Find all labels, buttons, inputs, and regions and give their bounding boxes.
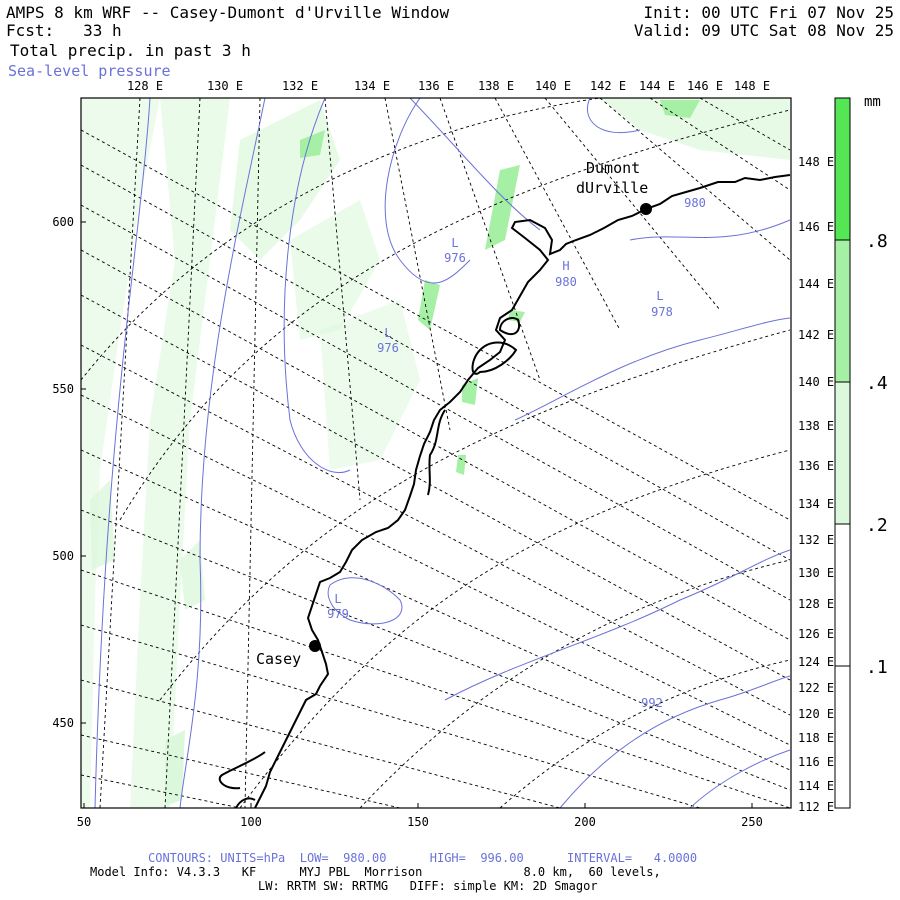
forecast-hour: Fcst: 33 h xyxy=(6,22,122,40)
right-lon-label: 132 E xyxy=(798,533,834,547)
top-lon-label: 146 E xyxy=(687,79,723,93)
pressure-value: 980 xyxy=(684,196,706,210)
pressure-value: 976 xyxy=(444,251,466,265)
y-tick-label: 500 xyxy=(52,549,74,563)
right-lon-label: 118 E xyxy=(798,731,834,745)
x-tick-label: 150 xyxy=(407,815,429,829)
right-lon-label: 128 E xyxy=(798,597,834,611)
map-title: AMPS 8 km WRF -- Casey-Dumont d'Urville … xyxy=(6,3,450,22)
right-lon-label: 114 E xyxy=(798,779,834,793)
pressure-symbol: H xyxy=(562,259,569,273)
pressure-value: 979 xyxy=(327,607,349,621)
pressure-value: 976 xyxy=(377,341,399,355)
casey-marker[interactable] xyxy=(309,640,321,652)
field-slp-label: Sea-level pressure xyxy=(8,62,171,80)
top-longitude-axis: 128 E 130 E 132 E 134 E 136 E 138 E 140 … xyxy=(127,79,770,93)
top-lon-label: 138 E xyxy=(478,79,514,93)
x-tick-label: 100 xyxy=(240,815,262,829)
pressure-symbol: L xyxy=(656,289,663,303)
colorbar-band-mid xyxy=(835,240,850,382)
right-longitude-axis: 148 E 146 E 144 E 142 E 140 E 138 E 136 … xyxy=(798,155,834,814)
right-lon-label: 140 E xyxy=(798,375,834,389)
y-tick-label: 450 xyxy=(52,716,74,730)
colorbar-label: .4 xyxy=(866,373,888,394)
x-tick-label: 200 xyxy=(574,815,596,829)
physics-info: LW: RRTM SW: RRTMG DIFF: simple KM: 2D S… xyxy=(258,879,598,893)
top-lon-label: 142 E xyxy=(590,79,626,93)
casey-label: Casey xyxy=(256,650,301,668)
right-lon-label: 148 E xyxy=(798,155,834,169)
top-lon-label: 136 E xyxy=(418,79,454,93)
top-lon-label: 134 E xyxy=(354,79,390,93)
pressure-value: 992 xyxy=(641,696,663,710)
colorbar-band-high xyxy=(835,98,850,240)
top-lon-label: 132 E xyxy=(282,79,318,93)
forecast-label: Fcst: xyxy=(6,21,55,40)
top-lon-label: 128 E xyxy=(127,79,163,93)
right-lon-label: 120 E xyxy=(798,707,834,721)
right-lon-label: 138 E xyxy=(798,419,834,433)
pressure-symbol: L xyxy=(334,592,341,606)
coastline xyxy=(218,174,791,808)
field-precip-label: Total precip. in past 3 h xyxy=(10,41,251,60)
durville-label: dUrville xyxy=(576,179,648,197)
right-lon-label: 130 E xyxy=(798,566,834,580)
right-lon-label: 126 E xyxy=(798,627,834,641)
right-lon-label: 144 E xyxy=(798,277,834,291)
init-time: Init: 00 UTC Fri 07 Nov 25 xyxy=(643,3,894,22)
contour-info: CONTOURS: UNITS=hPa LOW= 980.00 HIGH= 99… xyxy=(148,851,698,865)
top-lon-label: 148 E xyxy=(734,79,770,93)
colorbar-label: .1 xyxy=(866,657,888,678)
colorbar-label: .8 xyxy=(866,231,888,252)
colorbar-band-min xyxy=(835,524,850,666)
colorbar-band-none xyxy=(835,666,850,808)
right-lon-label: 124 E xyxy=(798,655,834,669)
model-info: Model Info: V4.3.3 KF MYJ PBL Morrison 8… xyxy=(90,865,661,879)
valid-time: Valid: 09 UTC Sat 08 Nov 25 xyxy=(633,21,894,40)
y-tick-label: 550 xyxy=(52,382,74,396)
dumont-durville-marker[interactable] xyxy=(640,203,652,215)
forecast-value: 33 h xyxy=(83,21,122,40)
right-lon-label: 116 E xyxy=(798,755,834,769)
x-tick-label: 50 xyxy=(77,815,91,829)
precip-colorbar: mm .8 .4 .2 .1 xyxy=(834,94,888,809)
right-lon-label: 142 E xyxy=(798,328,834,342)
colorbar-band-low xyxy=(835,382,850,524)
map-border xyxy=(80,97,792,809)
y-tick-label: 600 xyxy=(52,215,74,229)
right-lon-label: 112 E xyxy=(798,800,834,814)
colorbar-label: .2 xyxy=(866,515,888,536)
top-lon-label: 140 E xyxy=(535,79,571,93)
graticule xyxy=(81,98,791,808)
right-lon-label: 146 E xyxy=(798,220,834,234)
right-lon-label: 134 E xyxy=(798,497,834,511)
top-lon-label: 144 E xyxy=(639,79,675,93)
right-lon-label: 136 E xyxy=(798,459,834,473)
pressure-value: 978 xyxy=(651,305,673,319)
stations: Casey Dumont dUrville xyxy=(256,159,652,668)
bottom-grid-axis: 50 100 150 200 250 xyxy=(77,803,763,829)
left-grid-axis: 600 550 500 450 xyxy=(52,215,86,730)
top-lon-label: 130 E xyxy=(207,79,243,93)
pressure-symbol: L xyxy=(451,236,458,250)
colorbar-unit: mm xyxy=(864,94,881,110)
x-tick-label: 250 xyxy=(741,815,763,829)
dumont-label: Dumont xyxy=(586,159,640,177)
pressure-labels: L 976 L 976 H 980 L 978 L 979 980 992 xyxy=(327,196,706,710)
right-lon-label: 122 E xyxy=(798,681,834,695)
pressure-value: 980 xyxy=(555,275,577,289)
pressure-symbol: L xyxy=(384,326,391,340)
isobars xyxy=(94,98,791,808)
